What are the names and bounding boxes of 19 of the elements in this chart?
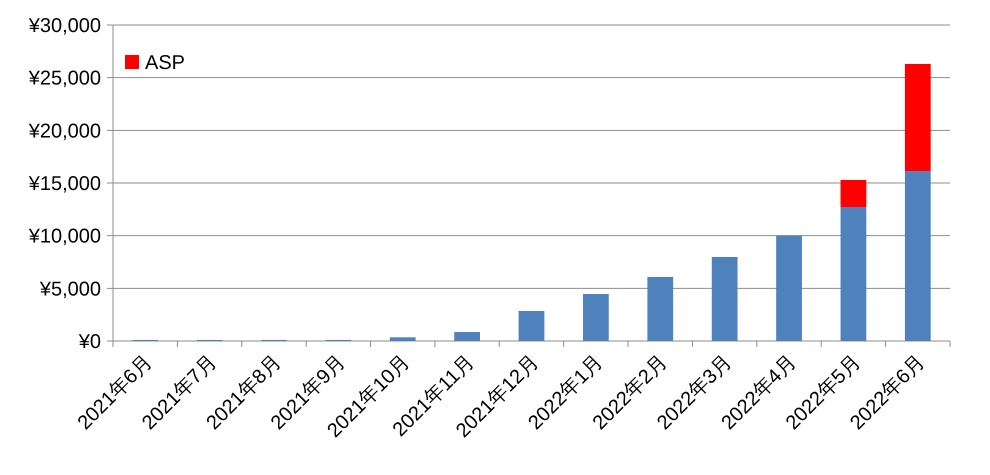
y-tick-label: ¥20,000 bbox=[28, 120, 101, 142]
bar bbox=[840, 180, 866, 208]
legend-label: ASP bbox=[145, 52, 186, 74]
y-tick-label: ¥30,000 bbox=[28, 15, 101, 37]
bar bbox=[904, 64, 931, 171]
bar bbox=[712, 256, 738, 341]
y-tick-label: ¥5,000 bbox=[38, 278, 101, 300]
bar bbox=[390, 337, 416, 341]
y-tick-label: ¥0 bbox=[78, 331, 101, 353]
y-tick-label: ¥25,000 bbox=[28, 68, 101, 90]
bar bbox=[518, 310, 544, 341]
y-tick-label: ¥15,000 bbox=[28, 173, 101, 195]
y-tick-label: ¥10,000 bbox=[28, 226, 101, 248]
bar bbox=[647, 276, 674, 341]
bar bbox=[904, 170, 931, 341]
bar bbox=[583, 294, 609, 341]
bar bbox=[776, 236, 802, 341]
bar bbox=[840, 207, 866, 341]
bar bbox=[454, 332, 480, 341]
